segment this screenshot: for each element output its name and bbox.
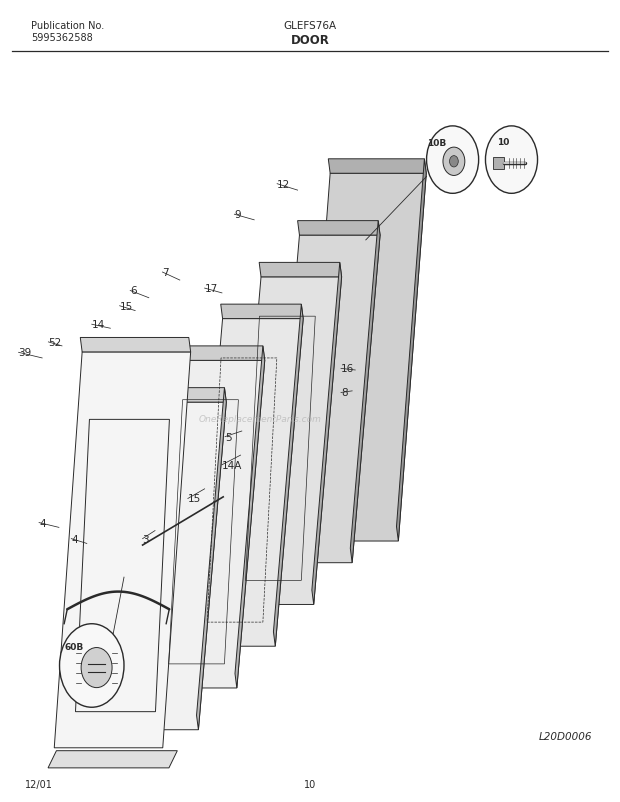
Text: 6: 6 bbox=[130, 286, 137, 296]
Text: 52: 52 bbox=[48, 338, 61, 347]
Polygon shape bbox=[272, 236, 380, 563]
Polygon shape bbox=[197, 388, 226, 730]
Text: 5: 5 bbox=[225, 432, 232, 442]
Polygon shape bbox=[81, 338, 190, 353]
Circle shape bbox=[485, 127, 538, 194]
Polygon shape bbox=[182, 346, 265, 361]
Text: OneReplacementParts.com: OneReplacementParts.com bbox=[199, 414, 322, 423]
Circle shape bbox=[81, 648, 112, 688]
Text: 4: 4 bbox=[71, 534, 78, 544]
Text: 15: 15 bbox=[120, 302, 133, 311]
Polygon shape bbox=[221, 305, 303, 319]
Text: 12/01: 12/01 bbox=[25, 780, 53, 789]
Text: 16: 16 bbox=[341, 364, 354, 374]
Text: Publication No.: Publication No. bbox=[31, 22, 104, 31]
Text: 10: 10 bbox=[497, 137, 510, 147]
Text: 9: 9 bbox=[234, 210, 241, 220]
Polygon shape bbox=[118, 403, 226, 730]
Polygon shape bbox=[55, 353, 190, 747]
Text: L20D0006: L20D0006 bbox=[539, 731, 592, 741]
Polygon shape bbox=[259, 263, 342, 277]
Text: 17: 17 bbox=[205, 284, 218, 294]
Bar bbox=[494, 158, 504, 170]
Text: 39: 39 bbox=[19, 348, 32, 358]
Text: 10: 10 bbox=[304, 780, 316, 789]
Polygon shape bbox=[302, 174, 427, 541]
Polygon shape bbox=[329, 160, 427, 174]
Polygon shape bbox=[233, 277, 342, 605]
Circle shape bbox=[60, 624, 124, 707]
Text: 14: 14 bbox=[92, 320, 105, 330]
Polygon shape bbox=[48, 751, 177, 768]
Polygon shape bbox=[298, 221, 380, 236]
Polygon shape bbox=[312, 263, 342, 605]
Polygon shape bbox=[350, 221, 380, 563]
Circle shape bbox=[443, 148, 465, 176]
Text: 15: 15 bbox=[188, 494, 201, 504]
Text: 3: 3 bbox=[143, 534, 149, 544]
Text: 14A: 14A bbox=[222, 460, 242, 470]
Text: 7: 7 bbox=[162, 268, 169, 277]
Text: 60B: 60B bbox=[64, 642, 84, 651]
Polygon shape bbox=[397, 160, 427, 541]
Polygon shape bbox=[235, 346, 265, 688]
Polygon shape bbox=[273, 305, 303, 646]
Polygon shape bbox=[144, 388, 226, 403]
Text: 12: 12 bbox=[277, 180, 290, 189]
Text: 10B: 10B bbox=[427, 139, 446, 148]
Text: 5995362588: 5995362588 bbox=[31, 33, 93, 43]
Text: 8: 8 bbox=[341, 388, 348, 398]
Polygon shape bbox=[195, 319, 303, 646]
Text: DOOR: DOOR bbox=[291, 34, 329, 47]
Text: GLEFS76A: GLEFS76A bbox=[283, 22, 337, 31]
Polygon shape bbox=[156, 361, 265, 688]
Circle shape bbox=[427, 127, 479, 194]
Circle shape bbox=[450, 156, 458, 168]
Text: 4: 4 bbox=[39, 518, 46, 528]
